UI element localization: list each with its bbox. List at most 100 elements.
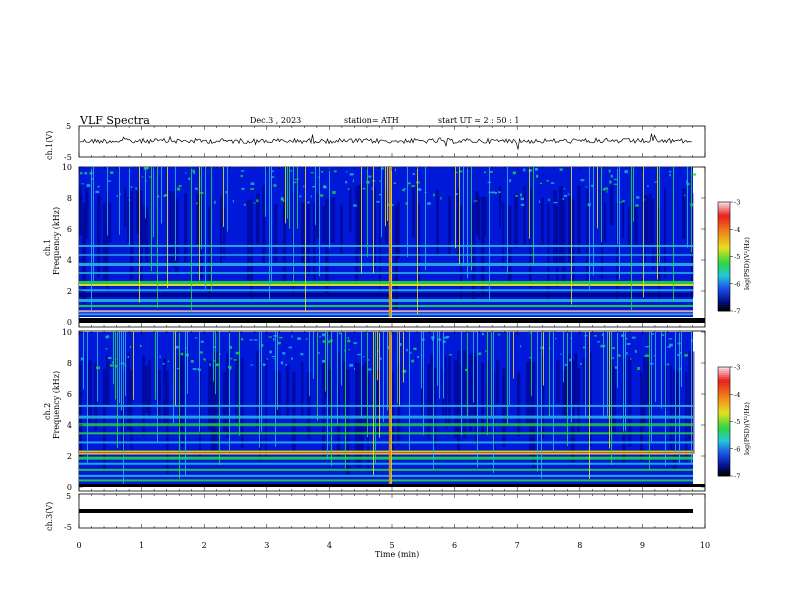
dark-streak	[643, 194, 647, 262]
noise-speck	[669, 343, 673, 347]
noise-speck	[97, 185, 100, 188]
noise-speck	[250, 364, 253, 366]
noise-speck	[293, 181, 297, 184]
dark-streak	[541, 197, 545, 245]
sferic-line	[167, 167, 168, 289]
freq-band	[79, 305, 693, 307]
sferic-line	[543, 332, 544, 386]
dark-streak	[79, 364, 82, 459]
sferic-line	[507, 332, 508, 424]
noise-speck	[241, 338, 244, 341]
noise-speck	[512, 171, 517, 175]
colorbar-step	[718, 232, 730, 235]
dark-streak	[214, 351, 218, 454]
dark-streak	[463, 350, 467, 439]
sferic-line	[601, 167, 602, 243]
colorbar-step	[718, 405, 730, 408]
colorbar-step	[718, 393, 730, 396]
freq-tick-label: 4	[67, 421, 72, 430]
sferic-line	[507, 167, 508, 274]
freq-tick-label: 2	[67, 287, 72, 296]
colorbar-step	[718, 268, 730, 272]
sferic-line	[145, 167, 146, 219]
noise-speck	[431, 336, 435, 340]
time-tick-label: 9	[640, 541, 645, 550]
noise-speck	[338, 332, 342, 335]
noise-speck	[282, 199, 285, 203]
noise-speck	[679, 352, 682, 354]
noise-speck	[190, 360, 194, 363]
freq-band	[79, 474, 693, 477]
sferic-line	[265, 167, 266, 217]
noise-speck	[345, 171, 348, 173]
colorbar-step	[718, 206, 730, 209]
noise-speck	[478, 352, 482, 355]
dark-streak	[331, 197, 335, 243]
sferic-line	[361, 167, 362, 274]
sferic-line	[125, 332, 126, 396]
sferic-line	[345, 332, 346, 469]
noise-speck	[322, 333, 326, 337]
colorbar-step	[718, 411, 730, 414]
sferic-line	[155, 332, 156, 400]
dark-streak	[145, 365, 149, 413]
noise-speck	[282, 352, 286, 355]
sferic-line	[589, 167, 590, 290]
noise-speck	[280, 198, 284, 201]
sferic-line	[617, 332, 618, 388]
ch1-spectrogram-panel: 0 2 4 6 8 10 ch.1 Frequency (kHz)	[43, 163, 706, 328]
colorbar-step	[718, 218, 730, 221]
sferic-line	[271, 167, 272, 282]
dark-streak	[361, 365, 365, 456]
noise-speck	[345, 180, 348, 184]
noise-speck	[635, 204, 639, 207]
noise-speck	[580, 362, 582, 365]
sferic-line	[423, 332, 424, 435]
sferic-line	[227, 167, 228, 232]
colorbar-step	[718, 248, 730, 251]
noise-speck	[139, 344, 142, 347]
noise-speck	[540, 346, 545, 349]
colorbar-step	[718, 244, 730, 247]
dark-streak	[436, 189, 439, 255]
freq-tick-label: 4	[67, 256, 72, 265]
ch1-freq-ylabel-line2: Frequency (kHz)	[52, 207, 61, 275]
noise-speck	[459, 170, 463, 173]
colorbar-step	[718, 300, 730, 304]
noise-speck	[413, 347, 417, 350]
colorbar-step	[718, 226, 730, 229]
time-tick-label: 1	[139, 541, 144, 550]
sferic-line	[201, 167, 202, 250]
noise-speck	[240, 170, 245, 172]
freq-tick-label: 6	[67, 225, 72, 234]
colorbar-step	[718, 276, 730, 280]
noise-speck	[164, 194, 168, 196]
dark-streak	[583, 358, 587, 409]
dark-streak	[529, 189, 532, 289]
colorbar-step	[718, 391, 730, 394]
noise-speck	[520, 193, 522, 197]
colorbar-step	[718, 266, 730, 270]
noise-speck	[555, 338, 557, 340]
dark-streak	[199, 189, 203, 279]
noise-speck	[216, 363, 219, 367]
noise-speck	[608, 169, 611, 173]
freq-band	[79, 254, 693, 256]
dark-streak	[445, 356, 448, 429]
colorbar-step	[718, 208, 730, 211]
colorbar-step	[718, 463, 730, 467]
dark-streak	[541, 354, 545, 439]
sferic-line	[205, 167, 206, 289]
noise-speck	[273, 337, 275, 341]
noise-speck	[203, 358, 206, 360]
sferic-line	[463, 167, 464, 267]
noise-speck	[613, 178, 618, 181]
sferic-line	[317, 332, 318, 421]
sferic-line	[215, 332, 216, 395]
noise-speck	[362, 356, 365, 358]
noise-speck	[442, 340, 446, 343]
dark-streak	[136, 191, 140, 234]
noise-speck	[105, 335, 108, 339]
noise-speck	[559, 168, 563, 171]
dark-streak	[397, 201, 400, 259]
